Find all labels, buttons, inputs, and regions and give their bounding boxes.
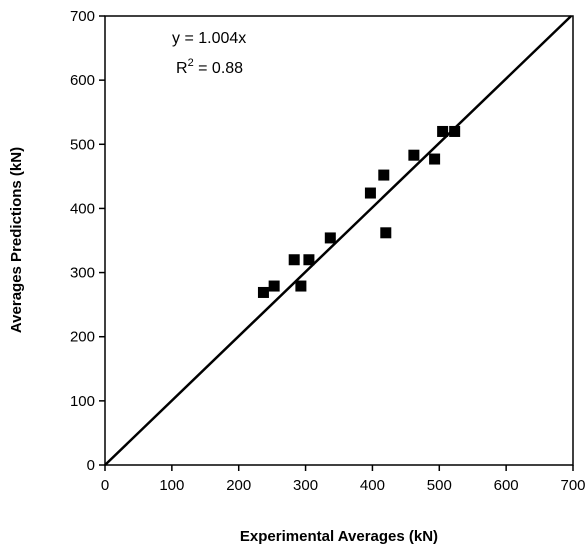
x-tick-label: 400 [360,477,385,494]
data-point [408,149,420,161]
y-axis: 0 100 200 300 400 500 600 700 [70,8,105,474]
data-point [364,187,376,199]
x-tick-label: 300 [293,477,318,494]
data-point [380,227,392,239]
data-point [303,254,315,266]
trendline [104,15,573,466]
data-point [288,254,300,266]
data-point [437,125,449,137]
x-tick-label: 0 [101,477,109,494]
y-tick-label: 500 [70,136,95,153]
y-tick-label: 600 [70,72,95,89]
data-point [378,169,390,181]
x-axis-label: Experimental Averages (kN) [240,528,438,545]
trendline-group [104,15,573,466]
x-axis: 0 100 200 300 400 500 600 700 [101,465,586,494]
r-squared-annotation: R2 = 0.88 [176,57,243,77]
y-tick-label: 200 [70,329,95,346]
r-squared-superscript: 2 [188,57,194,69]
r-squared-prefix: R [176,60,188,77]
y-tick-label: 400 [70,200,95,217]
data-point [429,153,441,165]
data-point [257,286,269,298]
data-point [295,280,307,292]
data-point [324,232,336,244]
r-squared-value: = 0.88 [194,60,243,77]
data-points [257,125,461,298]
x-tick-label: 200 [226,477,251,494]
y-tick-label: 100 [70,393,95,410]
y-tick-label: 300 [70,265,95,282]
y-tick-label: 700 [70,8,95,25]
x-tick-label: 600 [494,477,519,494]
y-tick-label: 0 [87,457,95,474]
equation-annotation: y = 1.004x [172,30,246,47]
y-axis-label: Averages Predictions (kN) [8,147,25,333]
x-tick-label: 500 [427,477,452,494]
data-point [449,125,461,137]
x-tick-label: 700 [560,477,585,494]
data-point [268,280,280,292]
x-tick-label: 100 [159,477,184,494]
